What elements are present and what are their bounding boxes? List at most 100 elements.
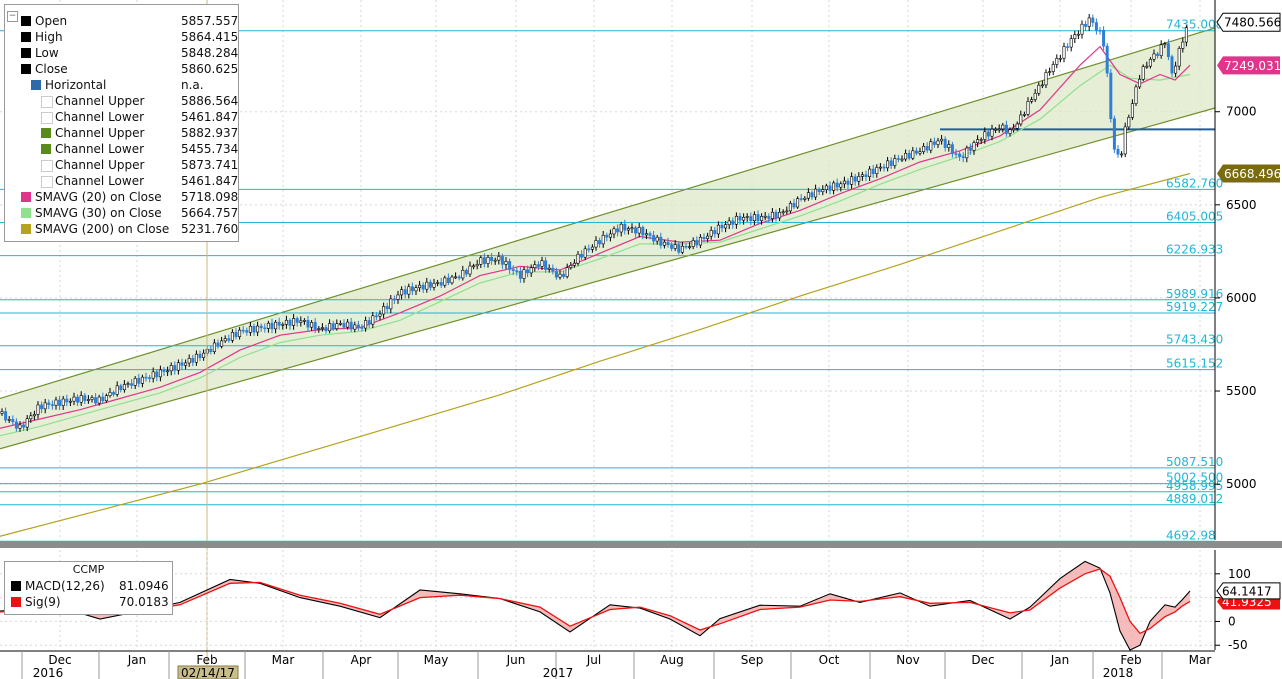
candle-body [306, 320, 310, 328]
candle-body [457, 276, 461, 279]
legend-label: Sig(9) [25, 595, 61, 609]
candle-body [61, 398, 65, 406]
candle-body [670, 244, 674, 249]
legend-item[interactable]: Close 5860.625 [5, 61, 238, 77]
candle-body [619, 223, 623, 233]
price-tick-label: 5000 [1226, 477, 1257, 491]
candle-body [11, 419, 15, 423]
legend-swatch [41, 96, 53, 108]
candle-body [97, 396, 101, 404]
candle-body [943, 138, 947, 148]
macd-grid [0, 550, 1215, 650]
legend-item[interactable]: Channel Lower 5461.847 [5, 109, 238, 125]
candle-body [252, 325, 256, 333]
candle-body [216, 342, 220, 347]
legend-label: Channel Lower [55, 142, 145, 156]
price-legend[interactable]: − Open 5857.557 High 5864.415 Low 5848.284 Clo… [4, 4, 239, 242]
legend-item[interactable]: Channel Upper 5882.937 [5, 125, 238, 141]
candle-body [666, 241, 670, 246]
legend-label: Horizontal [45, 78, 107, 92]
candle-body [756, 214, 760, 221]
macd-legend-item[interactable]: MACD(12,26) 81.0946 [5, 578, 172, 594]
candle-body [961, 156, 965, 159]
legend-value: 5882.937 [181, 126, 239, 140]
candle-body [29, 415, 33, 420]
candle-body [662, 241, 666, 246]
candle-body [706, 235, 710, 239]
candle-body [137, 378, 141, 384]
candle-body [313, 322, 317, 330]
cursor-date-tag-bg [177, 665, 239, 679]
candle-body [1001, 124, 1005, 130]
candle-body [1051, 64, 1055, 72]
candle-body [187, 358, 191, 364]
legend-item[interactable]: High 5864.415 [5, 29, 238, 45]
candle-body [554, 271, 558, 278]
candle-body [454, 276, 458, 279]
candle-body [673, 244, 677, 249]
month-label: Nov [896, 653, 919, 667]
legend-item[interactable]: Low 5848.284 [5, 45, 238, 61]
legend-item[interactable]: Open 5857.557 [5, 13, 238, 29]
macd-legend[interactable]: CCMP MACD(12,26) 81.0946 Sig(9) 70.0183 [4, 561, 173, 615]
candle-body [1040, 84, 1044, 87]
legend-value: 5461.847 [181, 174, 239, 188]
candle-body [320, 327, 324, 329]
candle-body [475, 264, 479, 267]
legend-item[interactable]: Channel Upper 5873.741 [5, 157, 238, 173]
candle-body [904, 152, 908, 160]
candle-body [1091, 17, 1095, 23]
legend-label: SMAVG (30) on Close [35, 206, 162, 220]
pane-divider[interactable] [0, 541, 1282, 548]
legend-item[interactable]: Channel Upper 5886.564 [5, 93, 238, 109]
candle-body [738, 215, 742, 221]
legend-item[interactable]: Horizontal n.a. [5, 77, 238, 93]
legend-item[interactable]: Channel Lower 5455.734 [5, 141, 238, 157]
candle-body [468, 265, 472, 275]
candle-body [698, 236, 702, 246]
candle-body [1080, 23, 1084, 35]
legend-item[interactable]: SMAVG (30) on Close 5664.757 [5, 205, 238, 221]
legend-value: 5873.741 [181, 158, 239, 172]
candle-body [94, 397, 98, 404]
legend-item[interactable]: Channel Lower 5461.847 [5, 173, 238, 189]
collapse-toggle-icon[interactable]: − [7, 11, 18, 22]
candle-body [986, 131, 990, 137]
legend-value: 5857.557 [181, 14, 239, 28]
candle-body [644, 233, 648, 236]
macd-legend-item[interactable]: Sig(9) 70.0183 [5, 594, 172, 610]
month-label: Sep [741, 653, 764, 667]
candle-body [749, 216, 753, 221]
candle-body [248, 325, 252, 333]
legend-swatch [21, 32, 31, 42]
candle-body [414, 287, 418, 292]
candle-body [745, 216, 749, 218]
candle-body [443, 277, 447, 286]
last-price-tag: 7480.566 [1216, 12, 1281, 32]
level-label: 5743.430 [1166, 333, 1223, 347]
candle-body [479, 257, 483, 265]
candle-body [360, 327, 364, 329]
candle-body [824, 185, 828, 190]
candle-body [112, 392, 116, 395]
legend-label: SMAVG (200) on Close [35, 222, 170, 236]
legend-item[interactable]: SMAVG (200) on Close 5231.760 [5, 221, 238, 237]
candle-body [1069, 38, 1073, 48]
candle-body [763, 215, 767, 218]
candle-body [878, 166, 882, 169]
candle-body [1019, 114, 1023, 125]
candle-body [587, 248, 591, 251]
candle-body [896, 158, 900, 160]
last-price-tag-label: 7480.566 [1224, 16, 1281, 30]
candle-body [990, 128, 994, 137]
legend-value: 70.0183 [119, 595, 169, 609]
candle-body [803, 197, 807, 200]
candle-body [914, 150, 918, 154]
candle-body [450, 276, 454, 284]
candle-body [130, 383, 134, 386]
candle-body [245, 330, 249, 333]
sma200-tag-bg [1217, 164, 1280, 183]
month-label: Jan [127, 653, 147, 667]
legend-item[interactable]: SMAVG (20) on Close 5718.098 [5, 189, 238, 205]
